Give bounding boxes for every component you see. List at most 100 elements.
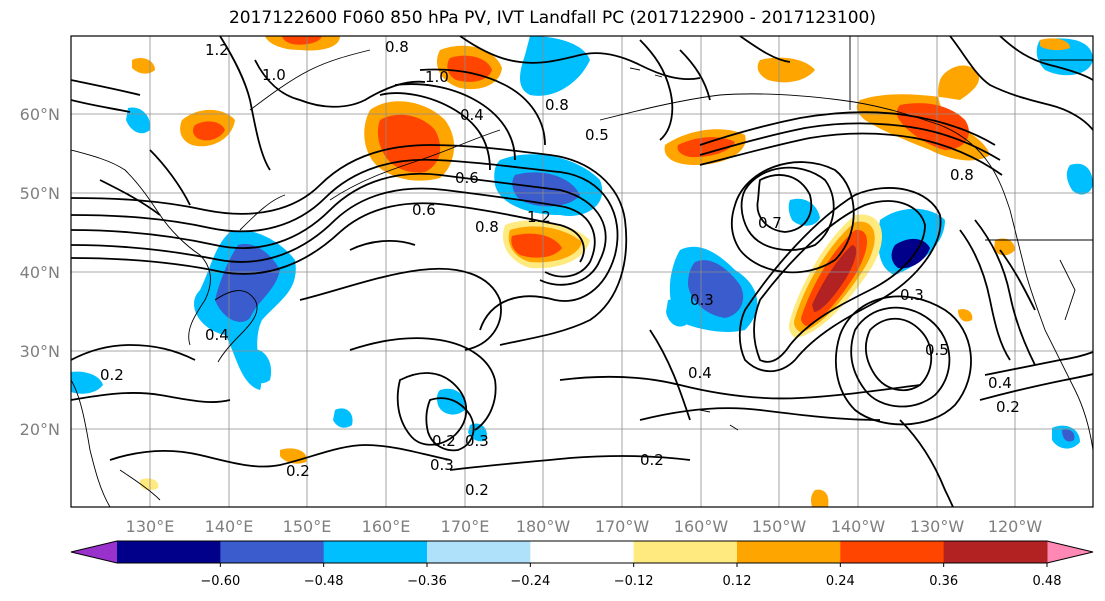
contour-label: 0.2	[465, 481, 489, 499]
colorbar-tick-label: −0.24	[510, 574, 550, 589]
contour-label: 0.5	[585, 126, 609, 144]
contour-label: 0.6	[455, 169, 479, 187]
pos-blob	[192, 121, 225, 141]
colorbar-cell	[943, 541, 1048, 563]
pos-blob	[677, 137, 735, 158]
neg-blob	[520, 36, 590, 96]
pos-blob	[896, 103, 969, 150]
contour-label: 0.3	[900, 286, 924, 304]
contour-label: 0.4	[460, 106, 484, 124]
contour-label: 0.2	[286, 462, 310, 480]
colorbar-cell	[840, 541, 945, 563]
contour-labels: 1.0 1.0 0.8 1.2 0.8 0.6 0.5 0.4 0.6 0.8 …	[100, 38, 1020, 499]
contour-label: 0.3	[430, 456, 454, 474]
contour-label: 1.2	[205, 41, 229, 59]
neg-blob	[246, 349, 272, 384]
contour-label: 0.3	[690, 291, 714, 309]
contour-label: 1.0	[262, 66, 286, 84]
lon-label: 130°W	[910, 517, 965, 536]
colorbar-cell	[427, 541, 531, 563]
pos-blob	[994, 238, 1015, 256]
colorbar-cell	[737, 541, 841, 563]
pos-blob	[1040, 38, 1070, 51]
contour-label: 0.2	[996, 398, 1020, 416]
lat-label: 50°N	[20, 184, 60, 203]
contour-label: 0.6	[412, 201, 436, 219]
lat-label: 20°N	[20, 420, 60, 439]
contour-label: 0.8	[950, 166, 974, 184]
contour-label: 0.2	[100, 366, 124, 384]
neg-blob	[512, 172, 580, 207]
colorbar: −0.60 −0.48 −0.36 −0.24 −0.12 0.12 0.24 0.36 0.4…	[70, 540, 1094, 589]
lon-label: 150°E	[283, 517, 332, 536]
pv-contours	[71, 36, 1093, 507]
colorbar-tick-label: −0.60	[200, 574, 240, 589]
pos-blob	[958, 309, 973, 322]
colorbar-extend-low	[71, 541, 117, 563]
pos-blob	[282, 36, 322, 45]
neg-blob	[333, 408, 353, 428]
lon-label: 170°E	[441, 517, 490, 536]
colorbar-extend-high	[1047, 541, 1093, 563]
neg-blob	[666, 299, 687, 327]
contour-label: 0.8	[385, 38, 409, 56]
lat-label: 40°N	[20, 263, 60, 282]
contour-label: 0.8	[545, 96, 569, 114]
colorbar-cells	[71, 541, 1093, 563]
colorbar-tick-label: 0.48	[1033, 574, 1062, 589]
neg-blob	[1062, 429, 1075, 442]
neg-blob	[71, 371, 103, 394]
colorbar-tick-label: −0.12	[614, 574, 654, 589]
pos-blob	[812, 245, 857, 312]
colorbar-cell	[633, 541, 738, 563]
neg-blob	[215, 244, 280, 322]
lat-label: 30°N	[20, 342, 60, 361]
pos-blob	[511, 233, 562, 258]
colorbar-cell	[530, 541, 635, 563]
colorbar-cell	[117, 541, 221, 563]
lon-label: 160°E	[362, 517, 411, 536]
contour-label: 1.0	[425, 68, 449, 86]
colorbar-cell	[323, 541, 428, 563]
contour-label: 0.4	[688, 364, 712, 382]
pos-blob	[140, 478, 159, 491]
neg-blob	[788, 198, 820, 226]
plot-frame	[70, 35, 1094, 508]
lon-label: 140°W	[831, 517, 886, 536]
colorbar-tick-label: −0.48	[304, 574, 344, 589]
colorbar-outline	[70, 540, 1094, 564]
contour-label: 0.4	[205, 326, 229, 344]
lon-label: 150°W	[752, 517, 807, 536]
lon-label: 180°W	[516, 517, 571, 536]
colorbar-tick-label: 0.12	[723, 574, 752, 589]
pos-blob	[132, 58, 155, 74]
latitude-labels: 60°N 50°N 40°N 30°N 20°N	[20, 105, 60, 439]
contour-label: 0.2	[640, 451, 664, 469]
lon-label: 160°W	[674, 517, 729, 536]
contour-label: 0.7	[758, 214, 782, 232]
contour-label: 0.5	[925, 341, 949, 359]
lon-label: 130°E	[126, 517, 175, 536]
longitude-labels: 130°E 140°E 150°E 160°E 170°E 180°W 170°…	[126, 517, 1043, 536]
neg-blob	[688, 260, 744, 318]
contour-label: 0.8	[475, 218, 499, 236]
neg-blob	[1066, 163, 1093, 195]
colorbar-ticks: −0.60 −0.48 −0.36 −0.24 −0.12 0.12 0.24 0.36 0.4…	[200, 563, 1062, 589]
contour-label: 0.3	[465, 432, 489, 450]
colorbar-tick-label: 0.36	[929, 574, 958, 589]
lon-label: 120°W	[988, 517, 1043, 536]
contour-label: 0.2	[432, 432, 456, 450]
coastlines	[71, 36, 1093, 507]
contour-label: 1.2	[527, 208, 551, 226]
lon-label: 140°E	[205, 517, 254, 536]
pos-blob	[757, 57, 815, 83]
colorbar-tick-label: −0.36	[407, 574, 447, 589]
map-title: 2017122600 F060 850 hPa PV, IVT Landfall…	[228, 8, 876, 28]
pos-blob	[811, 489, 829, 507]
lat-label: 60°N	[20, 105, 60, 124]
contour-label: 0.4	[988, 374, 1012, 392]
colorbar-cell	[220, 541, 325, 563]
lon-label: 170°W	[595, 517, 650, 536]
colorbar-tick-label: 0.24	[826, 574, 855, 589]
